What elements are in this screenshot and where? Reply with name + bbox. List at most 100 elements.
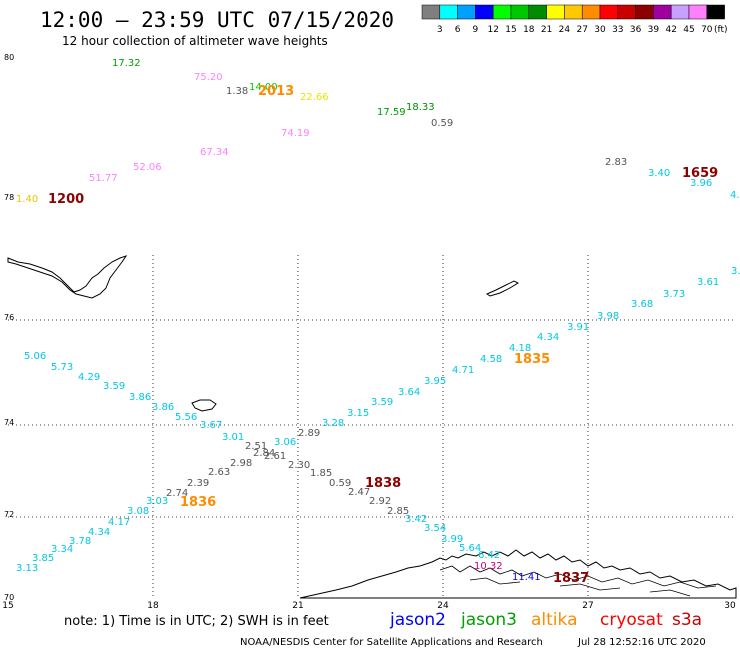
footer-note: note: 1) Time is in UTC; 2) SWH is in fe…	[64, 614, 329, 629]
wave-height-value: 4.34	[537, 332, 559, 343]
map-subtitle: 12 hour collection of altimeter wave hei…	[62, 34, 328, 48]
colorbar-swatch	[492, 4, 512, 20]
latitude-label: 76	[4, 313, 14, 322]
wave-height-value: 3.85	[32, 553, 54, 564]
colorbar-label: 36	[630, 25, 642, 35]
wave-height-value: 3.59	[103, 381, 125, 392]
colorbar-swatch	[510, 4, 530, 20]
wave-height-value: 5.73	[51, 362, 73, 373]
colorbar-swatch	[670, 4, 690, 20]
wave-height-value: 3.40	[648, 168, 670, 179]
colorbar-label: 42	[665, 25, 676, 35]
latitude-label: 74	[4, 418, 14, 427]
satellite-legend: jason2 jason3 altika cryosat s3a	[389, 610, 702, 630]
wave-height-value: 2.47	[348, 487, 370, 498]
wave-height-value: 52.06	[133, 162, 162, 173]
wave-height-value: 1.38	[226, 86, 248, 97]
wave-height-value: 3.42	[405, 514, 427, 525]
wave-height-value: 3.	[731, 266, 740, 277]
colorbar-label: 21	[541, 25, 552, 35]
wave-height-value: 5.56	[175, 412, 197, 423]
colorbar-label: 6	[455, 25, 461, 35]
colorbar-swatch	[581, 4, 601, 20]
wave-height-value: 3.64	[398, 387, 420, 398]
wave-height-value: 51.77	[89, 173, 118, 184]
wave-height-value: 3.15	[347, 408, 369, 419]
colorbar-label: 70	[701, 25, 713, 35]
wave-height-value: 3.73	[663, 289, 685, 300]
wave-height-value: 3.98	[597, 311, 619, 322]
colorbar-swatch	[421, 4, 441, 20]
latitude-label: 70	[4, 593, 14, 602]
longitude-label: 21	[292, 601, 303, 611]
wave-height-value: 2.85	[387, 506, 409, 517]
longitude-label: 27	[582, 601, 593, 611]
legend-jason2: jason2	[389, 610, 446, 630]
wave-height-value: 3.28	[322, 418, 344, 429]
wave-height-value: 3.78	[69, 536, 91, 547]
colorbar-swatch	[546, 4, 565, 20]
longitude-labels: 15 18 21 24 27 30	[2, 601, 736, 611]
wave-height-value: 4.71	[452, 365, 474, 376]
colorbar-label: 18	[523, 25, 535, 35]
wave-height-value: 5.64	[459, 543, 481, 554]
longitude-label: 30	[724, 601, 736, 611]
map-title: 12:00 – 23:59 UTC 07/15/2020	[40, 8, 394, 32]
wave-height-value: 74.19	[281, 128, 310, 139]
footer-credit: NOAA/NESDIS Center for Satellite Applica…	[240, 637, 543, 648]
wave-height-value: 67.34	[200, 147, 229, 158]
colorbar-label: 33	[612, 25, 623, 35]
wave-height-value: 4.58	[480, 354, 502, 365]
wave-height-value: 0.59	[329, 478, 351, 489]
wave-height-value: 2.63	[208, 467, 230, 478]
wave-height-value: 2.74	[166, 488, 188, 499]
pass-time-label: 1835	[514, 352, 550, 367]
wave-height-value: 2.84	[253, 448, 275, 459]
latitude-label: 78	[4, 193, 14, 202]
wave-height-value: 22.66	[300, 92, 329, 103]
colorbar-swatch	[653, 4, 672, 20]
wave-height-value: 3.68	[631, 299, 653, 310]
pass-time-label: 1837	[553, 571, 589, 586]
colorbar-swatch	[439, 4, 458, 20]
pass-time-label: 1836	[180, 495, 216, 510]
wave-height-value: 2.30	[288, 460, 310, 471]
wave-height-value: 4.	[730, 190, 740, 201]
longitude-label: 15	[2, 601, 13, 611]
footer-timestamp: Jul 28 12:52:16 UTC 2020	[577, 637, 706, 648]
wave-height-value: 3.91	[567, 322, 589, 333]
colorbar-label: 45	[683, 25, 694, 35]
colorbar-label: 27	[576, 25, 587, 35]
colorbar-label: 39	[648, 25, 660, 35]
colorbar-swatch	[564, 4, 583, 20]
wave-height-value: 1.85	[310, 468, 332, 479]
colorbar-label: 3	[437, 25, 443, 35]
colorbar-swatch	[475, 4, 494, 20]
wave-height-value: 2.83	[605, 157, 627, 168]
wave-height-value: 4.34	[88, 527, 110, 538]
legend-jason3: jason3	[460, 610, 517, 630]
wave-height-value: 3.95	[424, 376, 446, 387]
wave-height-value: 2.98	[230, 458, 252, 469]
wave-height-value: 17.59	[377, 107, 406, 118]
longitude-label: 18	[147, 601, 159, 611]
colorbar-swatch	[635, 4, 654, 20]
wave-height-value: 17.32	[112, 58, 141, 69]
wave-height-value: 11.41	[512, 572, 541, 583]
wave-height-value: 5.06	[24, 351, 46, 362]
legend-cryosat: cryosat	[600, 610, 663, 630]
wave-height-value: 2.51	[245, 441, 267, 452]
wave-height-value: 3.34	[51, 544, 73, 555]
wave-height-value: 3.08	[127, 506, 149, 517]
wave-height-value: 3.06	[274, 437, 296, 448]
colorbar-label: 9	[473, 25, 479, 35]
wave-height-value: 14.00	[249, 82, 278, 93]
wave-height-value: 0.59	[431, 118, 453, 129]
wave-height-value: 6.42	[478, 550, 500, 561]
colorbar: 3 6 9 12 15 18 21 24 27 30 33 36 39 42 45 70	[421, 4, 725, 35]
colorbar-label: 15	[505, 25, 516, 35]
wave-height-value: 18.33	[406, 102, 435, 113]
wave-height-value: 3.86	[152, 402, 174, 413]
